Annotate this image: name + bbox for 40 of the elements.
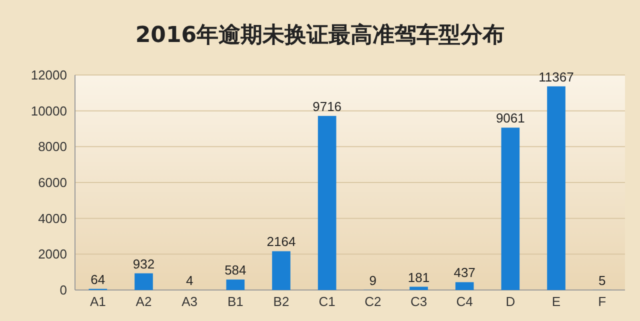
data-label: 437 (454, 265, 476, 280)
x-tick-label: A1 (90, 294, 106, 309)
y-tick-label: 0 (60, 282, 67, 298)
y-tick-label: 4000 (38, 210, 67, 226)
x-tick-label: F (598, 294, 606, 309)
y-tick-label: 10000 (30, 103, 67, 118)
x-tick-label: B2 (273, 294, 290, 309)
data-label: 5 (598, 272, 606, 288)
data-label: 2164 (266, 234, 296, 250)
data-label: 181 (408, 270, 430, 285)
x-tick-label: C1 (318, 294, 336, 309)
x-tick-label: A3 (182, 294, 198, 309)
data-label: 932 (132, 256, 155, 272)
bar (134, 273, 153, 290)
bar (226, 280, 245, 290)
data-label: 4 (186, 272, 194, 288)
x-tick-label: D (506, 294, 516, 309)
y-tick-label: 2000 (38, 246, 67, 262)
x-tick-label: C4 (456, 294, 473, 309)
bar (501, 128, 520, 290)
x-tick-label: B1 (227, 294, 244, 309)
data-label: 9 (369, 272, 377, 288)
bar (272, 251, 290, 290)
bar (547, 86, 566, 290)
x-tick-label: C3 (410, 294, 428, 309)
y-tick-label: 8000 (38, 139, 67, 154)
chart-title: 2016年逾期未换证最高准驾车型分布 (135, 22, 505, 48)
x-tick-label: C2 (364, 294, 382, 309)
data-label: 11367 (538, 69, 574, 84)
bar (455, 282, 474, 290)
data-label: 9061 (496, 110, 525, 126)
y-tick-label: 12000 (30, 68, 67, 83)
x-tick-label: A2 (136, 294, 152, 309)
bar (410, 286, 428, 290)
data-label: 64 (90, 272, 106, 287)
data-label: 9716 (312, 98, 342, 114)
x-tick-label: E (552, 294, 561, 309)
y-tick-label: 6000 (38, 175, 67, 190)
bar (318, 116, 336, 290)
data-label: 584 (224, 262, 246, 278)
